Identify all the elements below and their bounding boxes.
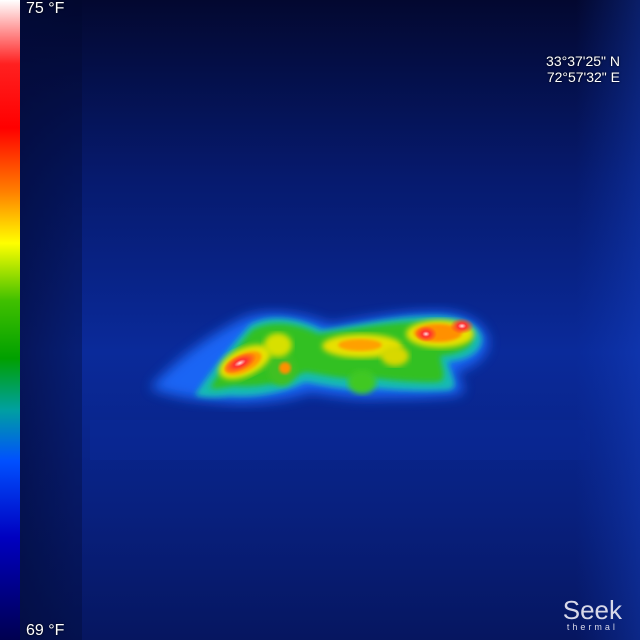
temperature-min-label: 69 °F: [26, 622, 65, 639]
gps-longitude: 72°57'32" E: [546, 69, 620, 85]
gps-latitude: 33°37'25" N: [546, 53, 620, 69]
temperature-scale-bar: [0, 0, 20, 640]
seek-thermal-logo: Seek thermal: [562, 595, 622, 632]
animal-heat-signature: [150, 311, 489, 403]
gps-coordinates: 33°37'25" N 72°57'32" E: [546, 53, 620, 85]
temperature-max-label: 75 °F: [26, 0, 65, 17]
brand-tagline: thermal: [566, 622, 618, 632]
brand-name: Seek: [562, 595, 622, 625]
